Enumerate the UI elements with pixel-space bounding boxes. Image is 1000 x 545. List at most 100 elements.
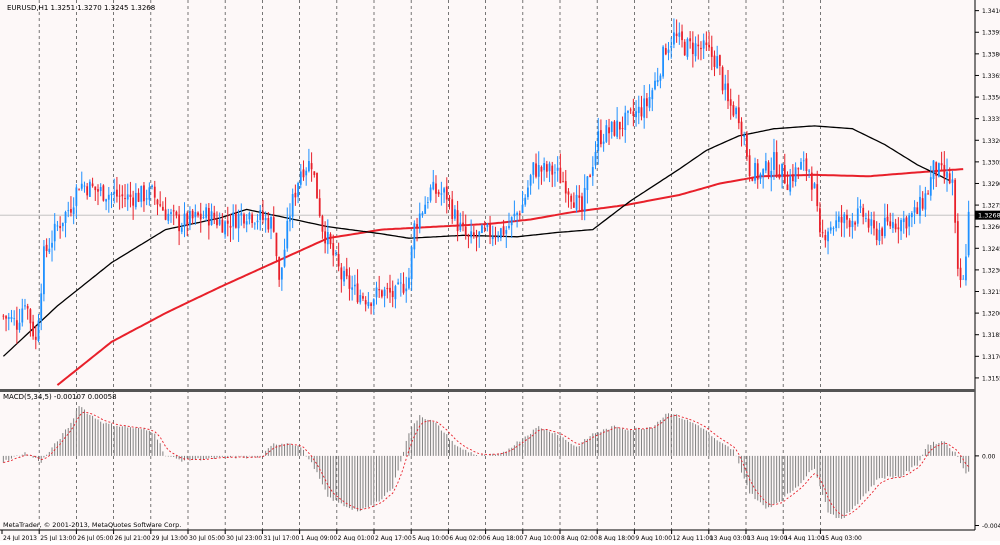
candle-body [170,212,172,214]
candle-body [635,111,637,118]
candle-body [321,216,324,232]
candle-body [605,125,608,142]
candle-body [613,121,616,136]
candle-body [572,202,575,208]
candle-body [29,309,32,324]
candle-body [886,216,889,222]
candle-body [454,209,456,219]
candle-body [705,42,708,46]
candle-body [197,212,199,216]
candle-body [143,185,145,202]
y-tick-label: 1.3365 [982,73,1000,80]
x-tick-label: 8 Aug 02:00 [561,535,598,541]
candle-body [616,120,619,137]
candle-body [167,213,170,221]
candle-body [810,172,813,190]
candle-body [867,218,870,228]
candle-body [61,222,64,227]
candle-body [591,167,594,176]
candle-body [875,228,878,240]
candle-body [456,210,459,232]
candle-body [808,170,811,172]
y-tick-label: 1.3230 [982,267,1000,274]
candle-body [502,226,505,235]
candle-body [391,290,394,298]
candle-body [340,267,343,280]
candle-body [510,217,513,226]
candle-body [732,105,735,116]
candle-body [648,97,651,108]
candle-body [902,218,905,223]
candle-body [489,223,491,238]
candle-body [559,167,562,184]
candle-body [221,219,224,233]
candle-body [710,46,713,57]
candle-body [659,75,662,81]
candle-body [521,204,524,213]
candle-body [608,127,610,134]
candle-body [913,207,916,213]
candle-body [645,98,648,107]
candle-body [583,187,586,212]
candle-body [37,320,40,342]
candle-body [105,199,108,202]
candle-body [48,248,51,253]
candle-body [551,165,554,175]
x-tick-label: 6 Aug 18:00 [487,535,524,541]
candle-body [86,186,89,196]
candle-body [543,163,546,171]
candle-body [897,227,900,230]
candle-body [313,171,316,175]
candle-body [189,211,191,226]
candle-body [567,191,570,195]
candle-body [794,167,797,182]
candle-body [21,308,24,323]
candle-body [299,171,302,185]
candle-body [372,299,375,306]
x-tick-label: 7 Aug 10:00 [524,535,561,541]
x-tick-label: 24 Jul 2013 [3,535,37,541]
candle-body [778,173,781,178]
candle-body [2,315,5,317]
candle-body [764,161,767,171]
candle-body [18,322,21,330]
candle-body [940,163,943,166]
candle-body [289,216,291,222]
candle-body [708,44,710,48]
macd-histogram [2,406,970,519]
candle-body [137,192,140,202]
candle-body [145,198,148,200]
y-tick-label: 1.3320 [982,138,1000,145]
candle-body [51,242,53,248]
candle-body [781,163,783,177]
candle-body [207,207,210,226]
candle-body [740,121,743,136]
candle-body [175,211,178,216]
candle-body [45,244,48,251]
candle-body [518,213,521,215]
candle-body [343,270,345,282]
candle-body [224,221,226,235]
candle-body [681,31,683,41]
candle-body [683,41,686,56]
candle-body [491,236,494,240]
candle-body [102,185,105,201]
candle-body [737,107,740,124]
candle-body [161,206,164,211]
candle-body [380,290,383,297]
macd-tick-label: -0.00476 [982,523,1000,530]
candle-body [475,236,478,238]
candle-body [345,268,348,277]
candle-body [410,247,413,280]
candle-body [840,216,843,223]
candle-body [892,222,894,229]
candle-body [575,194,578,210]
candle-body [210,211,213,225]
candle-body [113,191,116,194]
candle-body [64,211,67,224]
candle-body [202,217,205,218]
x-tick-label: 29 Jul 13:00 [152,535,188,541]
candle-body [337,254,340,267]
candle-body [459,222,462,231]
candle-body [218,219,221,225]
